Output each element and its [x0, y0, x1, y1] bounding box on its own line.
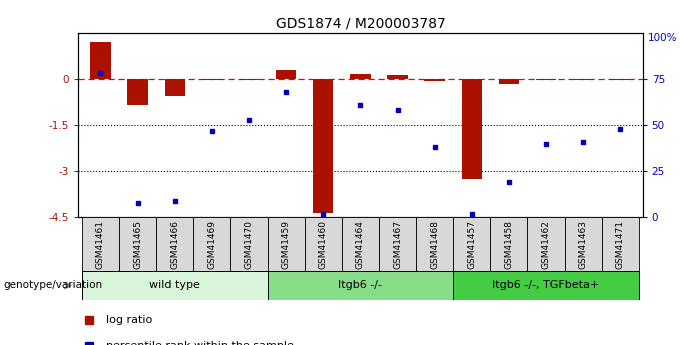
Text: GSM41457: GSM41457	[467, 219, 476, 269]
Bar	[202, 79, 222, 80]
Text: 100%: 100%	[648, 33, 678, 43]
Text: GSM41466: GSM41466	[170, 219, 180, 269]
Text: GSM41468: GSM41468	[430, 219, 439, 269]
Bar	[267, 271, 454, 300]
Bar	[267, 217, 305, 271]
Text: GSM41460: GSM41460	[319, 219, 328, 269]
Text: GSM41465: GSM41465	[133, 219, 142, 269]
Text: GSM41462: GSM41462	[541, 220, 551, 268]
Bar	[602, 217, 639, 271]
Bar	[239, 79, 259, 80]
Bar	[165, 79, 185, 96]
Bar	[379, 217, 416, 271]
Text: Itgb6 -/-: Itgb6 -/-	[339, 280, 382, 290]
Bar	[127, 79, 148, 105]
Bar	[342, 217, 379, 271]
Text: GSM41464: GSM41464	[356, 220, 365, 268]
Bar	[454, 217, 490, 271]
Bar	[462, 79, 482, 179]
Bar	[231, 217, 267, 271]
Bar	[350, 74, 371, 79]
Text: Itgb6 -/-, TGFbeta+: Itgb6 -/-, TGFbeta+	[492, 280, 600, 290]
Text: wild type: wild type	[150, 280, 200, 290]
Text: GSM41459: GSM41459	[282, 219, 290, 269]
Bar	[528, 217, 564, 271]
Bar	[90, 42, 111, 79]
Bar	[424, 79, 445, 81]
Text: GSM41469: GSM41469	[207, 219, 216, 269]
Bar	[156, 217, 193, 271]
Bar	[276, 70, 296, 79]
Bar	[536, 79, 556, 80]
Bar	[573, 79, 594, 80]
Text: GSM41458: GSM41458	[505, 219, 513, 269]
Text: GSM41471: GSM41471	[616, 219, 625, 269]
Text: log ratio: log ratio	[106, 315, 153, 325]
Bar	[388, 75, 408, 79]
Bar	[490, 217, 528, 271]
Bar	[313, 79, 333, 213]
Text: genotype/variation: genotype/variation	[3, 280, 103, 290]
Text: GSM41467: GSM41467	[393, 219, 402, 269]
Text: percentile rank within the sample: percentile rank within the sample	[106, 341, 294, 345]
Text: GSM41461: GSM41461	[96, 219, 105, 269]
Bar	[305, 217, 342, 271]
Bar	[610, 79, 630, 80]
Bar	[82, 271, 267, 300]
Text: GSM41463: GSM41463	[579, 219, 588, 269]
Bar	[416, 217, 454, 271]
Bar	[454, 271, 639, 300]
Bar	[564, 217, 602, 271]
Bar	[498, 79, 519, 85]
Text: GSM41470: GSM41470	[245, 219, 254, 269]
Title: GDS1874 / M200003787: GDS1874 / M200003787	[275, 16, 445, 30]
Bar	[82, 217, 119, 271]
Bar	[193, 217, 231, 271]
Bar	[119, 217, 156, 271]
